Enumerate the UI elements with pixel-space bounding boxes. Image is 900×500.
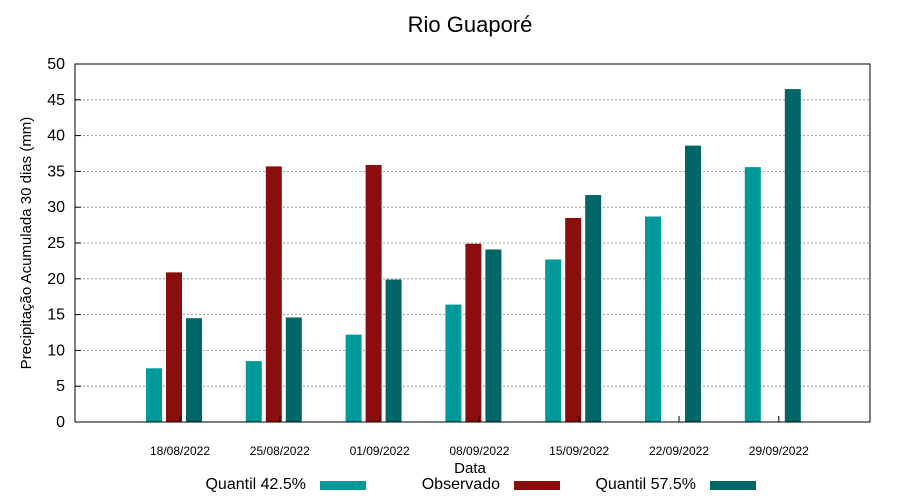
bar: [146, 368, 162, 422]
y-tick-label: 5: [56, 378, 65, 395]
y-axis-label: Precipitação Acumulada 30 dias (mm): [18, 117, 35, 370]
x-tick-label: 01/09/2022: [350, 444, 410, 458]
x-tick-label: 22/09/2022: [649, 444, 709, 458]
bars: [146, 89, 801, 422]
y-tick-label: 20: [47, 271, 65, 288]
x-tick-label: 08/09/2022: [449, 444, 509, 458]
legend-label: Quantil 57.5%: [595, 476, 696, 493]
bar: [345, 334, 362, 422]
bar: [744, 167, 761, 422]
y-tick-label: 35: [47, 163, 65, 180]
bar: [545, 259, 562, 422]
y-tick-label: 40: [47, 128, 65, 145]
bar: [485, 249, 502, 422]
y-tick-label: 25: [47, 235, 65, 252]
legend-swatch: [514, 481, 560, 490]
bar: [285, 317, 302, 422]
bar: [265, 166, 282, 422]
bar: [465, 243, 482, 422]
legend: Quantil 42.5% Observado Quantil 57.5%: [205, 476, 756, 493]
bar: [245, 361, 262, 422]
x-axis-ticks: 18/08/2022 25/08/2022 01/09/2022 08/09/2022…: [150, 416, 809, 458]
bar: [565, 217, 582, 422]
y-tick-label: 45: [47, 92, 65, 109]
legend-swatch: [710, 481, 756, 490]
bar: [385, 279, 402, 422]
bar: [784, 89, 801, 422]
y-tick-label: 0: [56, 414, 65, 431]
legend-label: Quantil 42.5%: [205, 476, 306, 493]
x-tick-label: 29/09/2022: [749, 444, 809, 458]
y-tick-label: 15: [47, 307, 65, 324]
x-tick-label: 15/09/2022: [549, 444, 609, 458]
bar: [166, 272, 182, 422]
legend-label: Observado: [422, 476, 500, 493]
legend-swatch: [320, 481, 366, 490]
bar: [186, 318, 202, 422]
x-tick-label: 25/08/2022: [250, 444, 310, 458]
bar: [685, 145, 701, 422]
x-tick-label: 18/08/2022: [150, 444, 210, 458]
y-axis-ticks: 0 5 10 15 20 25 30 35 40 45 50: [47, 56, 81, 431]
bar: [585, 195, 602, 422]
y-tick-label: 10: [47, 342, 65, 359]
y-tick-label: 30: [47, 199, 65, 216]
bar: [645, 216, 661, 422]
x-axis-label: Data: [454, 460, 486, 477]
bar: [365, 164, 382, 422]
chart-title: Rio Guaporé: [408, 12, 533, 37]
y-tick-label: 50: [47, 56, 65, 73]
bar: [445, 304, 462, 422]
